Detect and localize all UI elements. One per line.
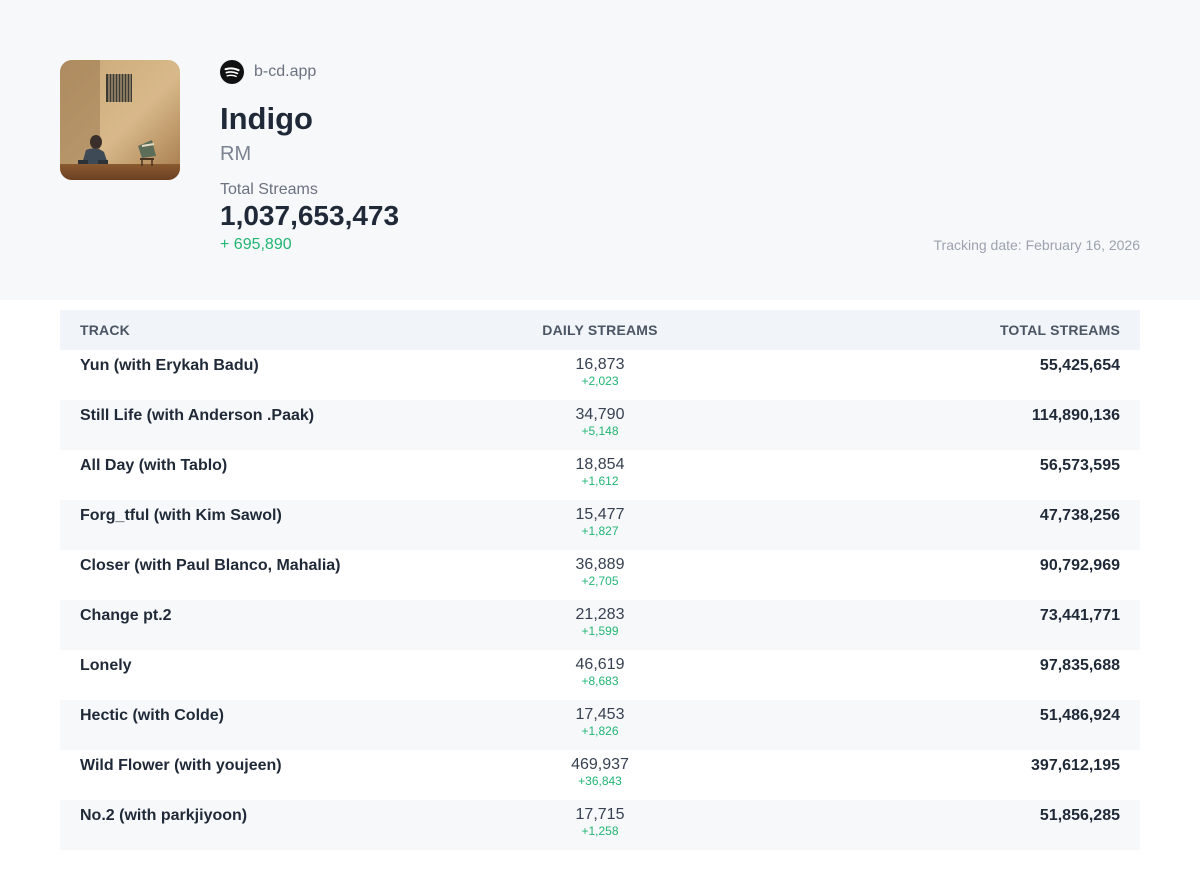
tracking-label: Tracking date: xyxy=(933,237,1022,253)
track-name[interactable]: Hectic (with Colde) xyxy=(80,707,225,724)
daily-streams-cell: 15,477 +1,827 xyxy=(460,505,740,538)
daily-streams-cell: 17,715 +1,258 xyxy=(460,805,740,838)
table-row[interactable]: Forg_tful (with Kim Sawol) 15,477 +1,827 47… xyxy=(60,500,1140,550)
total-streams-label: Total Streams xyxy=(220,181,318,198)
daily-streams-delta: +36,843 xyxy=(578,774,622,788)
total-streams-value: 51,486,924 xyxy=(1039,707,1120,724)
daily-streams-value: 36,889 xyxy=(575,556,625,573)
tracking-date-value: February 16, 2026 xyxy=(1025,237,1140,253)
daily-streams-cell: 17,453 +1,826 xyxy=(460,705,740,738)
table-row[interactable]: No.2 (with parkjiyoon) 17,715 +1,258 51,856… xyxy=(60,800,1140,850)
table-row[interactable]: Still Life (with Anderson .Paak) 34,790 +5… xyxy=(60,400,1140,450)
total-streams-value: 90,792,969 xyxy=(1039,557,1120,574)
total-streams-value: 55,425,654 xyxy=(1039,357,1120,374)
tracking-date: Tracking date: February 16, 2026 xyxy=(934,236,1141,254)
daily-streams-cell: 21,283 +1,599 xyxy=(460,605,740,638)
total-streams-value: 47,738,256 xyxy=(1039,507,1120,524)
album-cover xyxy=(60,60,180,180)
total-streams-delta: + 695,890 xyxy=(220,236,292,253)
track-name[interactable]: Change pt.2 xyxy=(80,607,172,624)
total-streams-value: 397,612,195 xyxy=(1031,757,1120,774)
table-row[interactable]: Yun (with Erykah Badu) 16,873 +2,023 55,425… xyxy=(60,350,1140,400)
table-body: Yun (with Erykah Badu) 16,873 +2,023 55,425… xyxy=(60,350,1140,850)
track-name[interactable]: No.2 (with parkjiyoon) xyxy=(80,807,248,824)
track-name[interactable]: Closer (with Paul Blanco, Mahalia) xyxy=(80,557,341,574)
daily-streams-delta: +2,705 xyxy=(581,574,619,588)
artist-name: RM xyxy=(220,143,252,165)
album-title: Indigo xyxy=(220,101,313,136)
source-text[interactable]: b-cd.app xyxy=(254,63,317,80)
daily-streams-value: 18,854 xyxy=(575,456,625,473)
track-name[interactable]: Lonely xyxy=(80,657,132,674)
daily-streams-value: 46,619 xyxy=(575,656,625,673)
table-row[interactable]: Change pt.2 21,283 +1,599 73,441,771 xyxy=(60,600,1140,650)
daily-streams-value: 17,715 xyxy=(575,806,625,823)
table-row[interactable]: All Day (with Tablo) 18,854 +1,612 56,573,5… xyxy=(60,450,1140,500)
album-header: b-cd.app Indigo RM Total Streams 1,037,6… xyxy=(0,0,1200,300)
daily-streams-delta: +1,826 xyxy=(581,724,619,738)
total-streams-value: 114,890,136 xyxy=(1031,407,1120,424)
daily-streams-delta: +1,258 xyxy=(581,824,619,838)
total-streams-value: 97,835,688 xyxy=(1039,657,1120,674)
daily-streams-cell: 36,889 +2,705 xyxy=(460,555,740,588)
daily-streams-value: 15,477 xyxy=(575,506,625,523)
daily-streams-cell: 34,790 +5,148 xyxy=(460,405,740,438)
total-streams-value: 1,037,653,473 xyxy=(220,200,400,231)
track-name[interactable]: Still Life (with Anderson .Paak) xyxy=(80,407,315,424)
column-header-total-streams[interactable]: TOTAL STREAMS xyxy=(999,322,1120,338)
track-name[interactable]: Forg_tful (with Kim Sawol) xyxy=(80,507,282,524)
total-streams-value: 56,573,595 xyxy=(1039,457,1120,474)
track-name[interactable]: Yun (with Erykah Badu) xyxy=(80,357,259,374)
daily-streams-delta: +5,148 xyxy=(581,424,619,438)
daily-streams-delta: +1,599 xyxy=(581,624,619,638)
daily-streams-cell: 18,854 +1,612 xyxy=(460,455,740,488)
track-name[interactable]: All Day (with Tablo) xyxy=(80,457,228,474)
daily-streams-value: 469,937 xyxy=(571,756,629,773)
daily-streams-delta: +2,023 xyxy=(581,374,619,388)
table-row[interactable]: Wild Flower (with youjeen) 469,937 +36,843… xyxy=(60,750,1140,800)
album-cover-art xyxy=(60,60,180,180)
daily-streams-cell: 16,873 +2,023 xyxy=(460,355,740,388)
tracks-table: TRACK DAILY STREAMS TOTAL STREAMS Yun (w… xyxy=(60,310,1140,850)
total-streams-value: 51,856,285 xyxy=(1039,807,1120,824)
daily-streams-cell: 46,619 +8,683 xyxy=(460,655,740,688)
column-header-track[interactable]: TRACK xyxy=(80,322,130,338)
daily-streams-value: 21,283 xyxy=(575,606,625,623)
daily-streams-value: 16,873 xyxy=(575,356,625,373)
track-name[interactable]: Wild Flower (with youjeen) xyxy=(80,757,282,774)
table-row[interactable]: Closer (with Paul Blanco, Mahalia) 36,889… xyxy=(60,550,1140,600)
table-row[interactable]: Lonely 46,619 +8,683 97,835,688 xyxy=(60,650,1140,700)
source-link[interactable]: b-cd.app xyxy=(220,60,316,84)
column-header-daily-streams[interactable]: DAILY STREAMS xyxy=(542,322,658,338)
daily-streams-value: 17,453 xyxy=(575,706,625,723)
total-streams-value: 73,441,771 xyxy=(1039,607,1120,624)
daily-streams-value: 34,790 xyxy=(575,406,625,423)
daily-streams-delta: +8,683 xyxy=(581,674,619,688)
spotify-icon xyxy=(220,60,244,84)
daily-streams-delta: +1,612 xyxy=(581,474,619,488)
table-header: TRACK DAILY STREAMS TOTAL STREAMS xyxy=(60,310,1140,350)
daily-streams-cell: 469,937 +36,843 xyxy=(460,755,740,788)
table-row[interactable]: Hectic (with Colde) 17,453 +1,826 51,486,92… xyxy=(60,700,1140,750)
daily-streams-delta: +1,827 xyxy=(581,524,619,538)
